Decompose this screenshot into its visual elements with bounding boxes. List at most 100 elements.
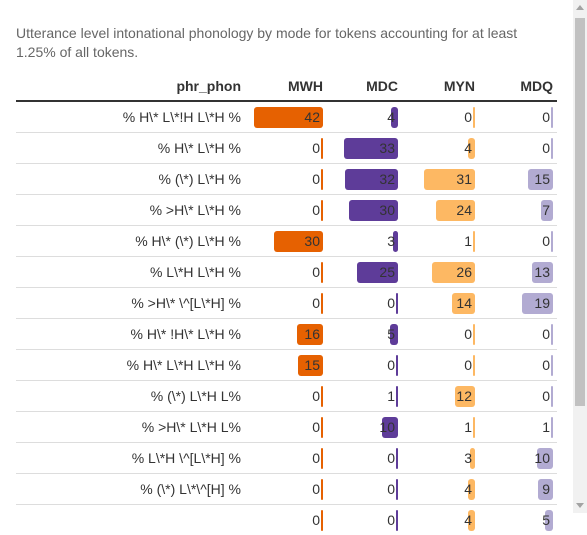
bar-cell: 7: [483, 200, 553, 221]
cell-mwh: 0: [252, 474, 327, 505]
row-label: % H\* L\*H %: [16, 133, 252, 164]
data-value: 0: [464, 109, 472, 125]
data-bar: [396, 386, 398, 407]
cell-mdq: 19: [479, 288, 557, 319]
row-label: % >H\* L\*H L%: [16, 412, 252, 443]
data-bar: [396, 448, 398, 469]
data-bar: [551, 324, 553, 345]
data-value: 24: [456, 202, 472, 218]
bar-cell: 30: [331, 200, 398, 221]
cell-mdq: 0: [479, 133, 557, 164]
scroll-up-arrow-icon[interactable]: [576, 5, 584, 10]
data-value: 4: [387, 109, 395, 125]
data-value: 0: [312, 450, 320, 466]
bar-cell: 10: [483, 448, 553, 469]
header-myn: MYN: [402, 72, 479, 101]
cell-myn: 3: [402, 443, 479, 474]
header-mdq: MDQ: [479, 72, 557, 101]
data-bar: [551, 231, 553, 252]
scroll-down-arrow-icon[interactable]: [576, 503, 584, 508]
data-value: 1: [464, 233, 472, 249]
cell-mdq: 7: [479, 195, 557, 226]
data-bar: [321, 479, 323, 500]
cell-mdq: 15: [479, 164, 557, 195]
cell-mwh: 0: [252, 164, 327, 195]
data-value: 32: [379, 171, 395, 187]
table-row: % >H\* L\*H L%0 10 1 1: [16, 412, 557, 443]
cell-mwh: 0: [252, 257, 327, 288]
data-value: 10: [534, 450, 550, 466]
cell-mdq: 0: [479, 319, 557, 350]
data-value: 30: [304, 233, 320, 249]
data-value: 0: [312, 388, 320, 404]
vertical-scrollbar[interactable]: [573, 0, 587, 513]
cell-myn: 4: [402, 505, 479, 535]
bar-cell: 1: [406, 231, 475, 252]
bar-cell: 0: [406, 355, 475, 376]
data-value: 0: [464, 357, 472, 373]
data-value: 16: [304, 326, 320, 342]
row-label: % H\* !H\* L\*H %: [16, 319, 252, 350]
data-bar: [473, 417, 475, 438]
header-mwh: MWH: [252, 72, 327, 101]
cell-myn: 26: [402, 257, 479, 288]
data-value: 1: [464, 419, 472, 435]
header-phr-phon: phr_phon: [16, 72, 252, 101]
cell-myn: 1: [402, 412, 479, 443]
data-bar: [321, 138, 323, 159]
cell-myn: 0: [402, 319, 479, 350]
data-bar: [396, 293, 398, 314]
bar-cell: 15: [256, 355, 323, 376]
data-value: 1: [387, 388, 395, 404]
bar-cell: 42: [256, 107, 323, 128]
bar-cell: 0: [406, 324, 475, 345]
scrollbar-thumb[interactable]: [575, 18, 585, 406]
data-value: 4: [464, 481, 472, 497]
data-value: 0: [542, 388, 550, 404]
bar-cell: 24: [406, 200, 475, 221]
data-bar: [396, 479, 398, 500]
bar-cell: 0: [483, 386, 553, 407]
bar-cell: 4: [331, 107, 398, 128]
bar-cell: 3: [406, 448, 475, 469]
table-caption: Utterance level intonational phonology b…: [16, 24, 546, 62]
data-value: 0: [387, 357, 395, 373]
cell-mdc: 32: [327, 164, 402, 195]
data-value: 10: [379, 419, 395, 435]
data-table-container: phr_phon MWH MDC MYN MDQ % H\* L\*!H L\*…: [16, 72, 557, 535]
data-value: 26: [456, 264, 472, 280]
data-value: 4: [464, 512, 472, 528]
bar-cell: 1: [331, 386, 398, 407]
data-value: 15: [534, 171, 550, 187]
bar-cell: 0: [256, 479, 323, 500]
bar-cell: 0: [256, 417, 323, 438]
bar-cell: 0: [331, 479, 398, 500]
cell-mdc: 0: [327, 505, 402, 535]
data-bar: [321, 386, 323, 407]
data-value: 1: [542, 419, 550, 435]
header-mdc: MDC: [327, 72, 402, 101]
data-value: 33: [379, 140, 395, 156]
data-value: 0: [542, 109, 550, 125]
data-bar: [473, 355, 475, 376]
data-bar: [473, 107, 475, 128]
bar-cell: 15: [483, 169, 553, 190]
bar-cell: 0: [483, 107, 553, 128]
data-value: 14: [456, 295, 472, 311]
cell-mdq: 10: [479, 443, 557, 474]
bar-cell: 16: [256, 324, 323, 345]
bar-cell: 12: [406, 386, 475, 407]
data-value: 0: [542, 140, 550, 156]
data-bar: [396, 355, 398, 376]
data-bar: [321, 293, 323, 314]
cell-mdc: 0: [327, 474, 402, 505]
cell-myn: 31: [402, 164, 479, 195]
bar-cell: 0: [331, 355, 398, 376]
